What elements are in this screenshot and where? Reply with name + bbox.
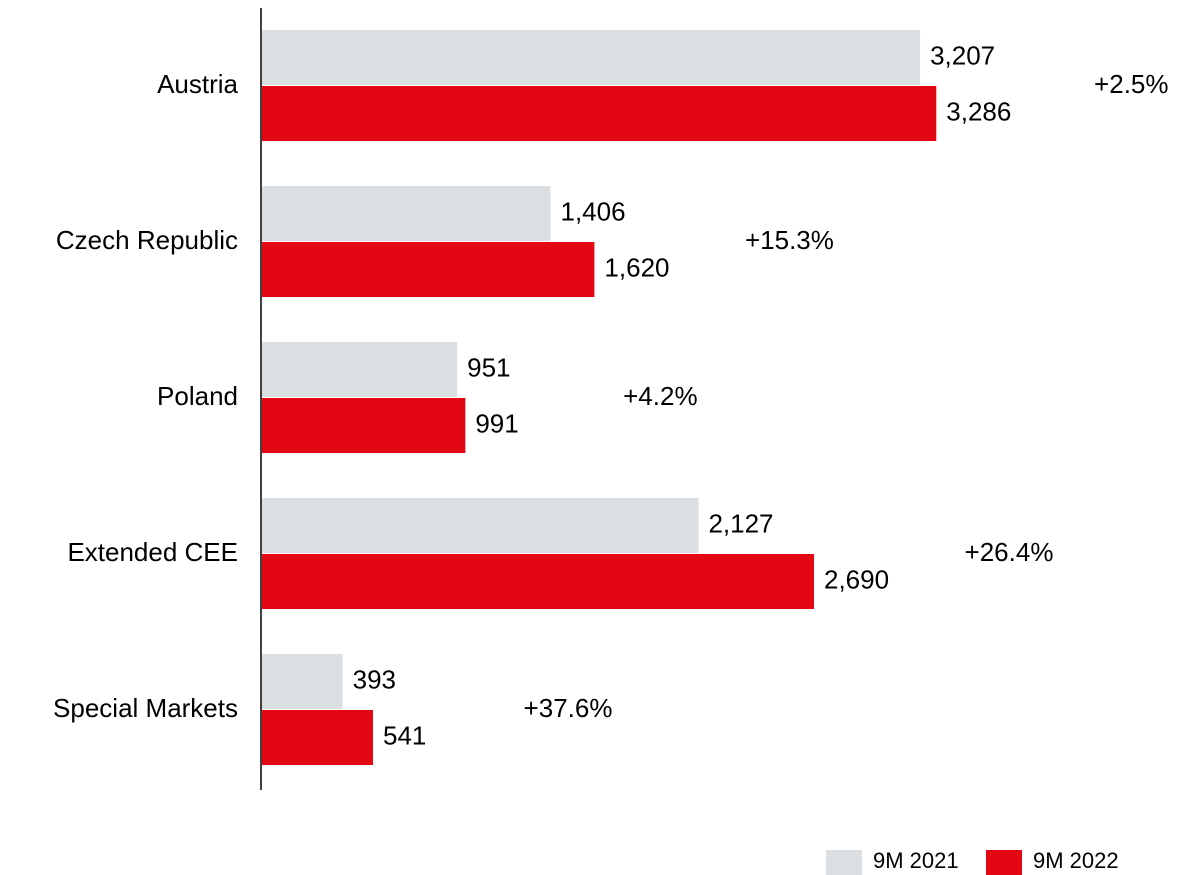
category-label: Poland — [157, 381, 238, 411]
category-label: Extended CEE — [67, 537, 238, 567]
value-label: 951 — [467, 352, 510, 382]
category-label: Special Markets — [53, 693, 238, 723]
bar — [262, 654, 343, 709]
bar — [262, 710, 374, 765]
bar — [262, 242, 595, 297]
bar — [262, 554, 814, 609]
legend-swatch — [986, 850, 1022, 875]
value-label: 991 — [475, 408, 518, 438]
value-label: 2,690 — [824, 564, 889, 594]
bar — [262, 342, 458, 397]
value-label: 393 — [353, 664, 396, 694]
legend-label: 9M 2021 — [873, 848, 959, 873]
growth-annotation: +15.3% — [745, 225, 834, 255]
growth-annotation: +37.6% — [524, 693, 613, 723]
legend-swatch — [826, 850, 862, 875]
growth-annotation: +26.4% — [965, 537, 1054, 567]
value-label: 1,406 — [561, 196, 626, 226]
value-label: 3,207 — [930, 40, 995, 70]
value-label: 2,127 — [708, 508, 773, 538]
bar — [262, 186, 551, 241]
bar — [262, 30, 921, 85]
category-label: Czech Republic — [56, 225, 238, 255]
legend-label: 9M 2022 — [1033, 848, 1119, 873]
category-label: Austria — [157, 69, 238, 99]
value-label: 1,620 — [604, 252, 669, 282]
bar — [262, 398, 466, 453]
value-label: 541 — [383, 720, 426, 750]
bar — [262, 86, 937, 141]
growth-annotation: +2.5% — [1094, 69, 1168, 99]
growth-annotation: +4.2% — [623, 381, 697, 411]
value-label: 3,286 — [946, 96, 1011, 126]
bar — [262, 498, 699, 553]
